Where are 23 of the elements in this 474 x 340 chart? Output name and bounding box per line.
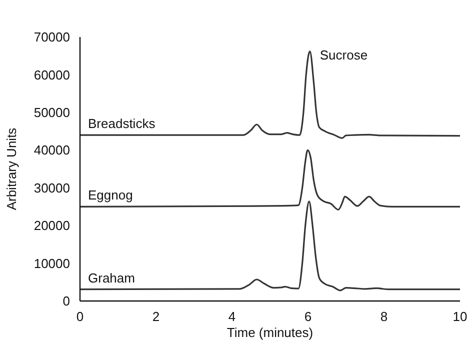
series-label: Eggnog [88, 188, 133, 203]
x-tick-label: 0 [76, 309, 84, 324]
x-tick-label: 4 [228, 309, 236, 324]
series-label: Breadsticks [88, 116, 156, 132]
y-axis-title: Arbitrary Units [4, 127, 19, 210]
y-tick-label: 50000 [34, 104, 70, 120]
series-label: Graham [88, 270, 135, 286]
line-series [79, 200, 461, 292]
x-tick-label: 6 [304, 309, 312, 324]
line-series [79, 50, 461, 139]
x-tick-label: 10 [452, 309, 468, 324]
y-tick-label: 70000 [34, 30, 70, 45]
y-tick-label: 20000 [34, 218, 70, 234]
y-tick-label: 40000 [34, 142, 70, 158]
x-tick-label: 8 [380, 309, 388, 324]
x-axis-title: Time (minutes) [226, 325, 314, 340]
y-tick-label: 60000 [34, 67, 70, 82]
line-series [79, 149, 461, 211]
x-tick-label: 2 [152, 309, 160, 324]
y-tick-label: 0 [62, 294, 70, 309]
y-tick-label: 30000 [34, 180, 70, 196]
annotation: Sucrose [320, 47, 368, 62]
y-tick-label: 10000 [34, 256, 70, 271]
